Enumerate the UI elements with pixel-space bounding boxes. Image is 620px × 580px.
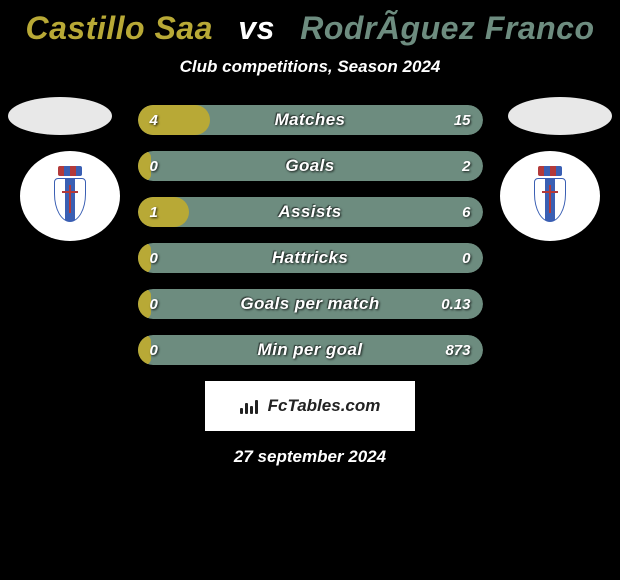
player1-name: Castillo Saa <box>25 10 212 46</box>
stat-label: Min per goal <box>138 335 483 365</box>
stat-label: Assists <box>138 197 483 227</box>
stat-bars: 415Matches 02Goals 16Assists 00Hattricks 00.… <box>138 105 483 365</box>
player2-club-crest <box>500 151 600 241</box>
stat-label: Hattricks <box>138 243 483 273</box>
stat-label: Matches <box>138 105 483 135</box>
chart-icon <box>240 398 262 414</box>
crest-icon <box>526 166 574 226</box>
stat-row: 00.13Goals per match <box>138 289 483 319</box>
player2-name: RodrÃ­guez Franco <box>300 10 594 46</box>
crest-icon <box>46 166 94 226</box>
stat-label: Goals <box>138 151 483 181</box>
watermark: FcTables.com <box>205 381 415 431</box>
watermark-text: FcTables.com <box>268 396 381 416</box>
player2-avatar-placeholder <box>508 97 612 135</box>
vs-label: vs <box>238 10 275 46</box>
stat-label: Goals per match <box>138 289 483 319</box>
stat-row: 415Matches <box>138 105 483 135</box>
stats-area: 415Matches 02Goals 16Assists 00Hattricks 00.… <box>0 105 620 365</box>
page-title: Castillo Saa vs RodrÃ­guez Franco <box>0 4 620 57</box>
stat-row: 02Goals <box>138 151 483 181</box>
subtitle: Club competitions, Season 2024 <box>0 57 620 77</box>
date: 27 september 2024 <box>0 447 620 467</box>
stat-row: 0873Min per goal <box>138 335 483 365</box>
player1-club-crest <box>20 151 120 241</box>
stat-row: 00Hattricks <box>138 243 483 273</box>
player1-avatar-placeholder <box>8 97 112 135</box>
comparison-card: Castillo Saa vs RodrÃ­guez Franco Club c… <box>0 0 620 467</box>
stat-row: 16Assists <box>138 197 483 227</box>
